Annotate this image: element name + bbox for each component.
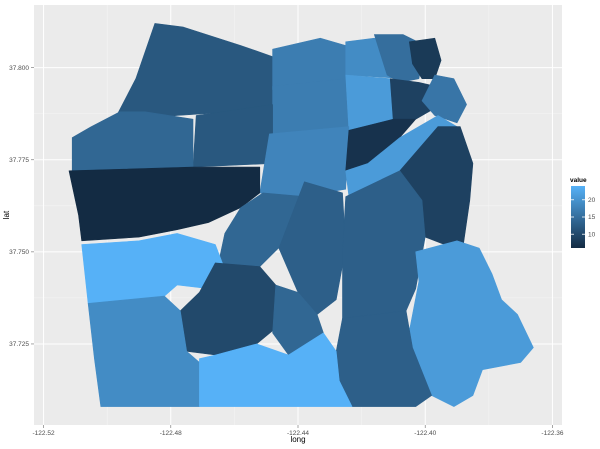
x-tick-label: -122.48 xyxy=(160,430,182,437)
region-mission xyxy=(342,170,426,323)
legend-colorbar xyxy=(571,186,585,248)
x-axis-ticks: -122.52 -122.48 -122.44 -122.40 -122.36 xyxy=(33,425,564,437)
region-pacific-heights xyxy=(272,78,350,135)
x-tick-label: -122.40 xyxy=(414,430,436,437)
legend-labels: 20 15 10 xyxy=(571,197,596,238)
y-tick-label: 37.800 xyxy=(9,65,29,72)
y-axis-title: lat xyxy=(2,210,11,219)
legend-label: 15 xyxy=(588,214,596,221)
x-tick-label: -122.44 xyxy=(287,430,309,437)
y-tick-label: 37.725 xyxy=(9,341,29,348)
legend-label: 10 xyxy=(588,231,596,238)
legend-title: value xyxy=(570,177,587,184)
x-tick-label: -122.36 xyxy=(541,430,563,437)
map-regions xyxy=(68,23,534,407)
y-tick-label: 37.750 xyxy=(9,249,29,256)
region-castro xyxy=(278,181,347,315)
color-legend: value 20 15 10 xyxy=(570,177,596,248)
x-tick-label: -122.52 xyxy=(33,430,55,437)
legend-label: 20 xyxy=(588,197,596,204)
region-sunset-north xyxy=(68,166,261,242)
x-axis-title: long xyxy=(290,435,305,444)
y-tick-label: 37.775 xyxy=(9,157,29,164)
y-axis-ticks: 37.725 37.750 37.775 37.800 xyxy=(9,65,34,348)
region-ocean-view xyxy=(199,332,353,407)
region-financial-district xyxy=(421,74,467,124)
